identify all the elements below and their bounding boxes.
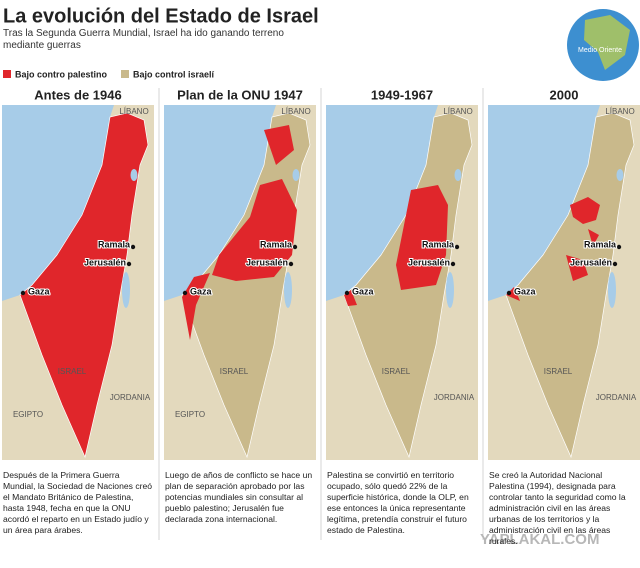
palestinian-area	[396, 185, 448, 290]
city-dot	[616, 244, 622, 250]
palestinian-area	[570, 197, 600, 224]
region-label: LÍBANO	[605, 107, 634, 116]
palestinian-area	[506, 287, 520, 301]
palestinian-area	[264, 125, 294, 165]
city-dot	[130, 244, 136, 250]
sea-of-galilee	[616, 169, 624, 181]
city-dot	[612, 261, 618, 267]
panel-title: Plan de la ONU 1947	[177, 87, 303, 102]
map: LÍBANO Ramala Jerusalén Gaza ISRAEL JORDANIA	[326, 105, 478, 460]
dead-sea	[284, 272, 292, 308]
map: LÍBANO Ramala Jerusalén Gaza ISRAEL JORDANIA	[488, 105, 640, 460]
city-dot	[450, 261, 456, 267]
palestinian-area	[212, 179, 297, 281]
city-dot	[182, 290, 188, 296]
globe-land	[584, 15, 630, 70]
region-label: EGIPTO	[175, 410, 205, 419]
city-label: Jerusalén	[408, 257, 450, 267]
city-dot	[20, 290, 26, 296]
region-label: LÍBANO	[443, 107, 472, 116]
region-label: LÍBANO	[119, 107, 148, 116]
palestinian-area	[588, 229, 599, 246]
city-label: Jerusalén	[246, 257, 288, 267]
region-label: EGIPTO	[13, 410, 43, 419]
region-label: ISRAEL	[58, 367, 87, 376]
sea-of-galilee	[292, 169, 300, 181]
city-label: Jerusalén	[570, 257, 612, 267]
subtitle: Tras la Segunda Guerra Mundial, Israel h…	[3, 28, 284, 51]
caption: Palestina se convirtió en territorio ocu…	[327, 470, 469, 535]
dead-sea	[446, 272, 454, 308]
legend-label: Bajo contro palestino	[15, 69, 108, 79]
legend-swatch	[121, 70, 129, 78]
sea	[2, 105, 114, 301]
region-label: ISRAEL	[544, 367, 573, 376]
city-label: Ramala	[98, 239, 131, 249]
palestinian-area	[182, 273, 210, 340]
sea	[488, 105, 600, 301]
map: LÍBANO Ramala Jerusalén Gaza ISRAEL EGIPTO	[164, 105, 316, 460]
city-label: Ramala	[260, 239, 293, 249]
city-dot	[344, 290, 350, 296]
sea	[164, 105, 276, 301]
city-label: Gaza	[352, 286, 375, 296]
globe-label: Medio Oriente	[578, 47, 622, 54]
city-dot	[288, 261, 294, 267]
palestinian-area	[566, 255, 588, 281]
city-dot	[292, 244, 298, 250]
city-dot	[454, 244, 460, 250]
city-label: Gaza	[190, 286, 213, 296]
panel-title: Antes de 1946	[34, 87, 121, 102]
city-label: Ramala	[422, 239, 455, 249]
sea-of-galilee	[454, 169, 462, 181]
region-label: ISRAEL	[220, 367, 249, 376]
sea-of-galilee	[130, 169, 138, 181]
region-label: ISRAEL	[382, 367, 411, 376]
region-label: JORDANIA	[434, 393, 475, 402]
region-label: LÍBANO	[281, 107, 310, 116]
territory	[19, 112, 149, 459]
panel-title: 2000	[550, 87, 579, 102]
dead-sea	[122, 272, 130, 308]
dead-sea	[608, 272, 616, 308]
map: LÍBANO Ramala Jerusalén Gaza ISRAEL EGIPTO JOR…	[2, 105, 154, 460]
caption: Luego de años de conflicto se hace un pl…	[165, 470, 313, 524]
city-label: Gaza	[514, 286, 537, 296]
city-dot	[506, 290, 512, 296]
territory	[505, 112, 635, 459]
city-label: Gaza	[28, 286, 51, 296]
city-label: Ramala	[584, 239, 617, 249]
watermark: YAPLAKAL.COM	[480, 531, 599, 548]
title: La evolución del Estado de Israel	[3, 5, 319, 27]
sea	[326, 105, 438, 301]
region-label: JORDANIA	[110, 393, 151, 402]
legend-swatch	[3, 70, 11, 78]
city-label: Jerusalén	[84, 257, 126, 267]
legend-label: Bajo control israelí	[133, 69, 215, 79]
panel-title: 1949-1967	[371, 87, 433, 102]
city-dot	[126, 261, 132, 267]
region-label: JORDANIA	[596, 393, 637, 402]
caption: Se creó la Autoridad Nacional Palestina …	[489, 470, 626, 546]
caption: Después de la Primera Guerra Mundial, la…	[3, 470, 153, 535]
